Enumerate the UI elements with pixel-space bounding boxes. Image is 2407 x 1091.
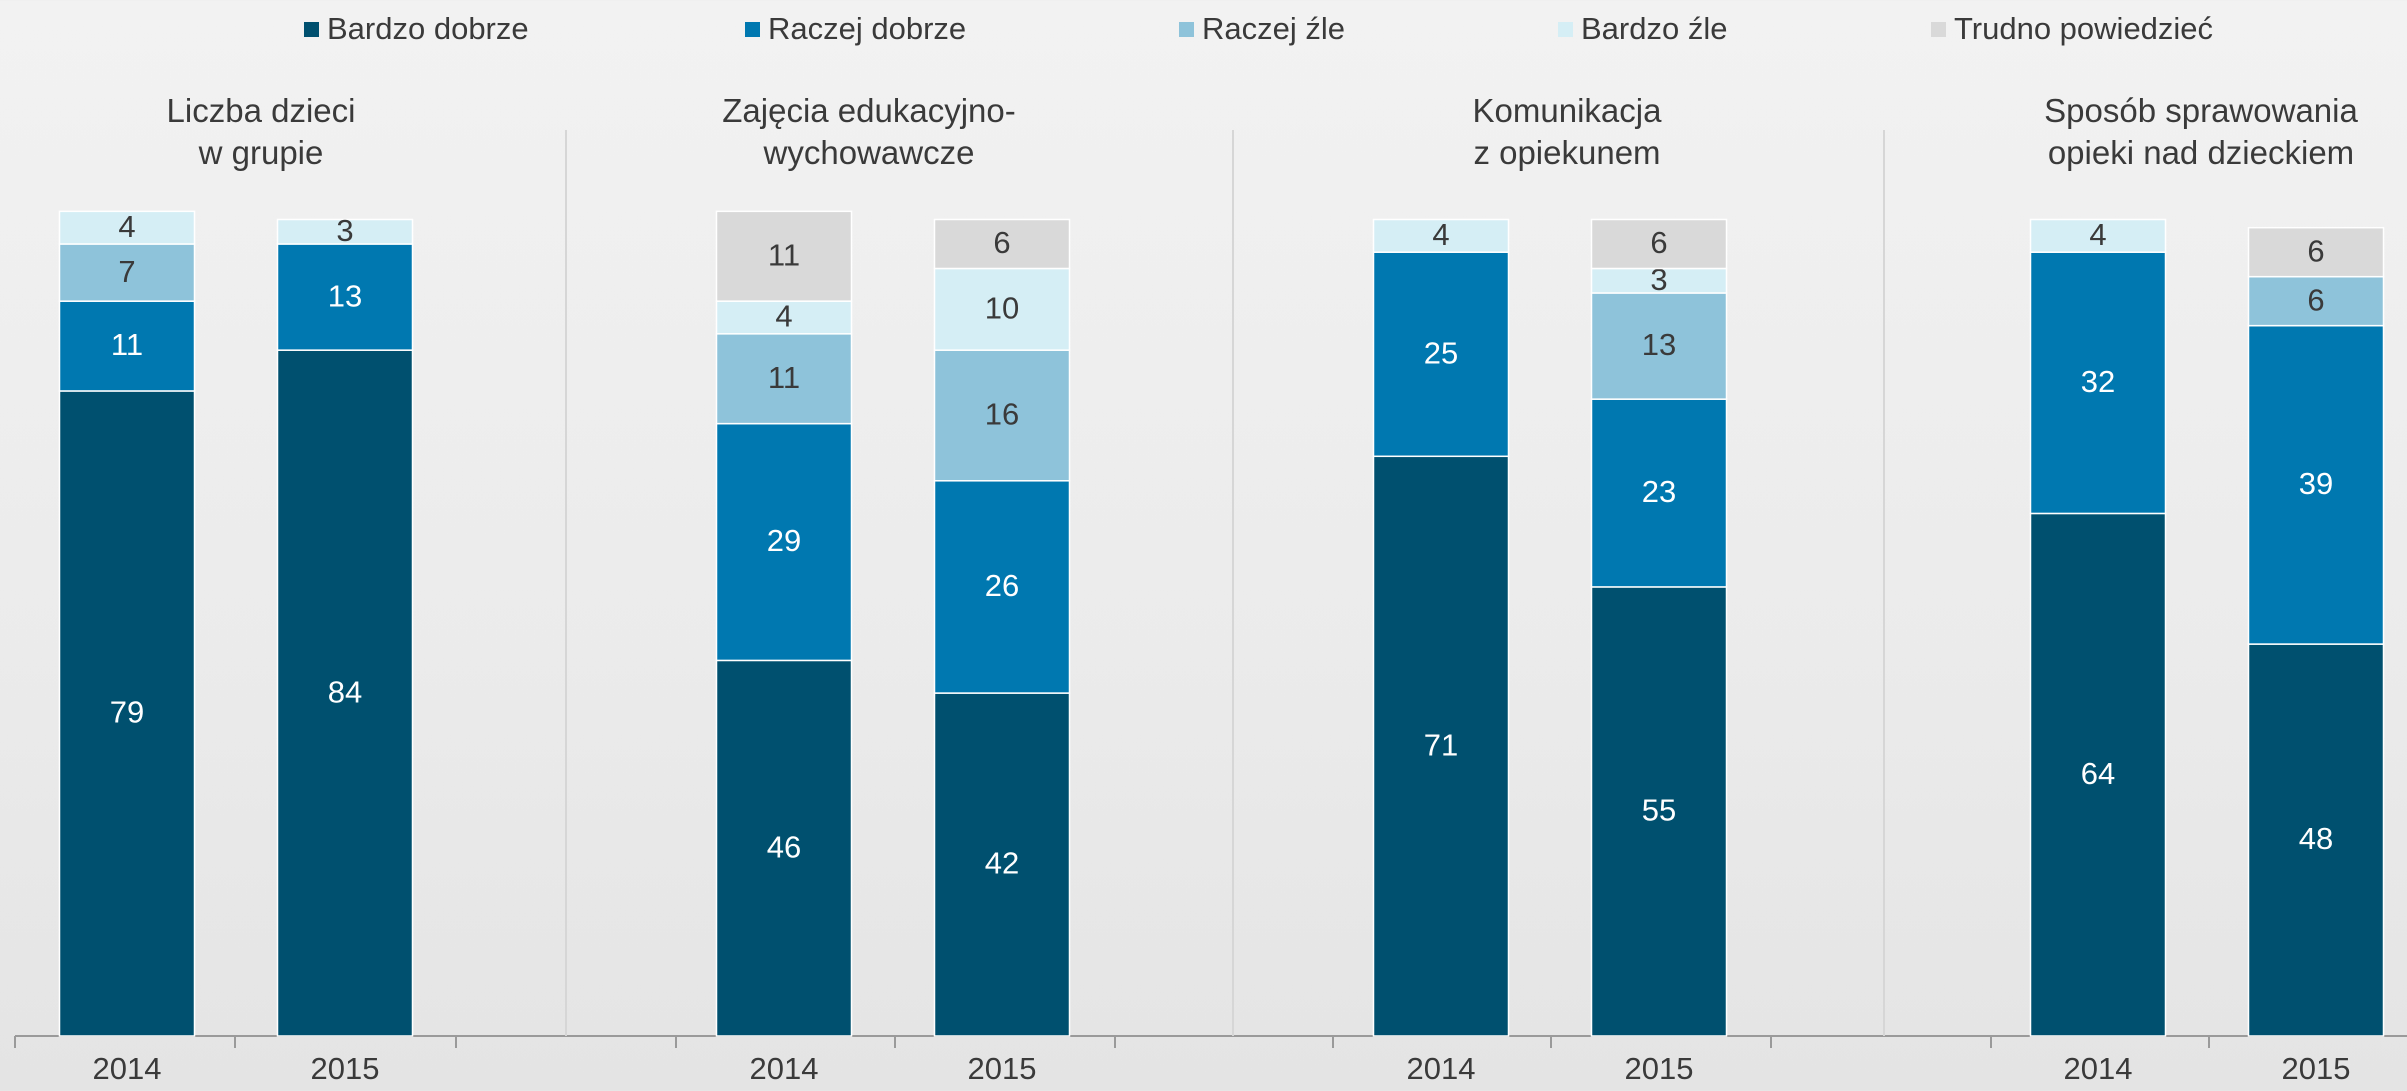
legend-swatch xyxy=(745,22,760,37)
data-label: 64 xyxy=(2081,756,2115,791)
data-label: 48 xyxy=(2299,821,2333,856)
data-label: 55 xyxy=(1642,793,1676,828)
data-label: 6 xyxy=(2307,233,2324,268)
data-label: 42 xyxy=(985,846,1019,881)
data-label: 16 xyxy=(985,397,1019,432)
data-label: 23 xyxy=(1642,474,1676,509)
data-label: 10 xyxy=(985,291,1019,326)
x-tick-label: 2015 xyxy=(1625,1051,1694,1086)
data-label: 11 xyxy=(768,360,800,395)
data-label: 4 xyxy=(1432,217,1449,252)
data-label: 26 xyxy=(985,568,1019,603)
data-label: 13 xyxy=(328,278,362,313)
x-tick-label: 2015 xyxy=(968,1051,1037,1086)
x-tick-label: 2015 xyxy=(2282,1051,2351,1086)
x-tick-label: 2014 xyxy=(93,1051,162,1086)
legend-label: Trudno powiedzieć xyxy=(1954,11,2213,46)
data-label: 79 xyxy=(110,695,144,730)
legend-swatch xyxy=(1931,22,1946,37)
data-label: 3 xyxy=(336,213,353,248)
legend-label: Bardzo źle xyxy=(1581,11,1727,46)
data-label: 29 xyxy=(767,523,801,558)
x-tick-label: 2014 xyxy=(750,1051,819,1086)
data-label: 4 xyxy=(118,209,135,244)
legend-label: Raczej źle xyxy=(1202,11,1345,46)
x-tick-label: 2014 xyxy=(1407,1051,1476,1086)
legend-label: Bardzo dobrze xyxy=(327,11,529,46)
data-label: 46 xyxy=(767,829,801,864)
panel-title: Liczba dzieci w grupie xyxy=(11,90,511,174)
data-label: 84 xyxy=(328,674,362,709)
panel-title: Komunikacja z opiekunem xyxy=(1317,90,1817,174)
panel-title: Zajęcia edukacyjno- wychowawcze xyxy=(619,90,1119,174)
legend-label: Raczej dobrze xyxy=(768,11,966,46)
data-label: 11 xyxy=(111,327,143,362)
x-tick-label: 2015 xyxy=(311,1051,380,1086)
data-label: 13 xyxy=(1642,327,1676,362)
legend-swatch xyxy=(304,22,319,37)
panel-title: Sposób sprawowania opieki nad dzieckiem xyxy=(1951,90,2407,174)
legend-swatch xyxy=(1179,22,1194,37)
data-label: 32 xyxy=(2081,364,2115,399)
data-label: 6 xyxy=(2307,282,2324,317)
legend-swatch xyxy=(1558,22,1573,37)
data-label: 71 xyxy=(1424,727,1458,762)
data-label: 39 xyxy=(2299,466,2333,501)
data-label: 11 xyxy=(768,237,800,272)
data-label: 7 xyxy=(118,254,135,289)
data-label: 4 xyxy=(775,299,792,334)
data-label: 6 xyxy=(1650,225,1667,260)
page: Bardzo dobrze Raczej dobrze Raczej źle Bard… xyxy=(0,0,2407,1091)
x-tick-label: 2014 xyxy=(2064,1051,2133,1086)
data-label: 6 xyxy=(993,225,1010,260)
data-label: 4 xyxy=(2089,217,2106,252)
data-label: 25 xyxy=(1424,335,1458,370)
